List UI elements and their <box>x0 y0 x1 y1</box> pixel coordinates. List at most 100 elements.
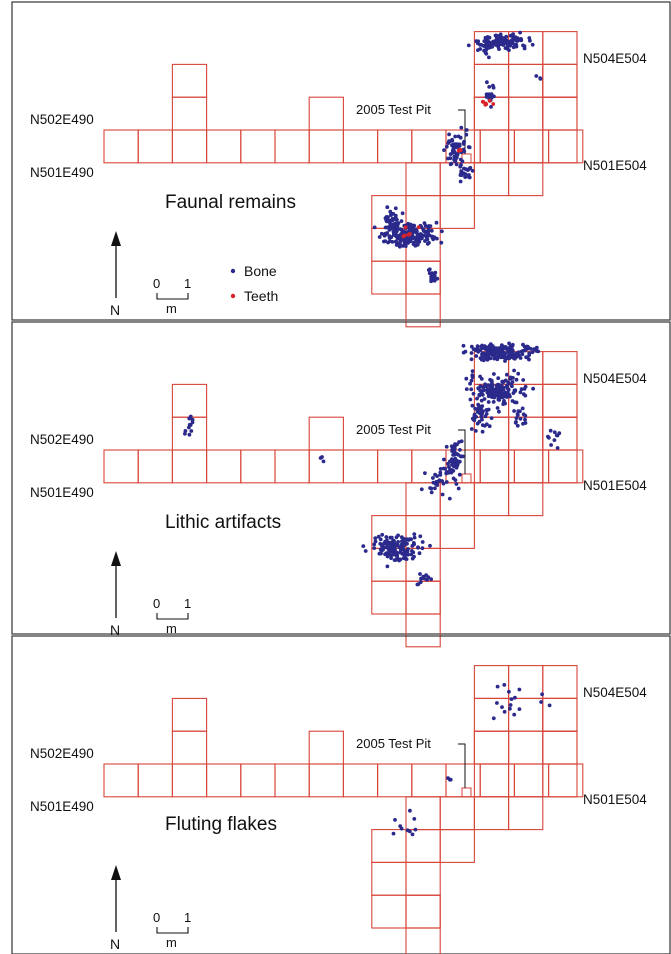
bone-point <box>405 235 410 240</box>
grid-unit <box>171 763 208 798</box>
lithic-artifact-point <box>418 572 422 576</box>
lithic-artifact-point <box>398 550 403 555</box>
lithic-artifact-point <box>384 540 389 545</box>
lithic-artifact-point <box>419 487 424 492</box>
bone-point <box>467 173 471 177</box>
bone-point <box>399 232 403 237</box>
bone-point <box>448 152 453 157</box>
bone-point <box>522 46 527 51</box>
lithic-artifact-point <box>479 377 484 381</box>
fluting-flake-point <box>502 709 507 714</box>
lithic-artifact-point <box>503 351 507 356</box>
bone-point <box>399 219 404 224</box>
grid-unit <box>473 162 510 197</box>
lithic-artifact-point <box>552 438 557 442</box>
lithic-artifact-point <box>420 546 425 551</box>
grid-unit <box>405 580 441 615</box>
fluting-flake-point <box>393 818 397 822</box>
grid-unit <box>377 763 413 798</box>
lithic-artifact-point <box>189 429 194 433</box>
grid-unit <box>508 96 544 131</box>
bone-point <box>494 35 499 40</box>
lithic-artifact-point <box>361 544 366 548</box>
grid-unit <box>473 129 510 164</box>
bone-point <box>514 44 518 49</box>
grid-unit <box>206 449 242 484</box>
grid-unit <box>342 763 379 798</box>
grid-unit <box>473 96 510 131</box>
north-arrow-icon <box>111 231 121 246</box>
lithic-artifact-point <box>429 577 433 581</box>
fluting-flake-point <box>547 703 552 708</box>
scale-one: 1 <box>184 276 191 291</box>
lithic-artifact-point <box>444 444 449 449</box>
grid-unit <box>171 129 208 164</box>
lithic-artifact-point <box>481 409 485 414</box>
lithic-artifact-point <box>385 554 390 559</box>
fluting-flake-point <box>413 827 418 832</box>
teeth-point <box>401 234 406 239</box>
scale-one: 1 <box>184 910 191 925</box>
lithic-artifact-point <box>188 414 193 419</box>
grid-unit <box>479 449 515 484</box>
grid-unit <box>206 763 242 798</box>
grid-unit <box>411 129 447 164</box>
bone-point <box>461 147 466 152</box>
bone-point <box>398 227 403 232</box>
lithic-artifact-point <box>496 386 501 391</box>
lithic-artifact-point <box>183 429 188 433</box>
lithic-artifact-point <box>492 356 497 361</box>
fluting-flake-point <box>540 692 544 697</box>
lithic-artifact-point <box>412 532 417 536</box>
lithic-artifact-point <box>469 387 474 392</box>
lithic-artifact-point <box>380 532 385 537</box>
grid-label-sw: N501E490 <box>30 799 94 814</box>
bone-point <box>466 43 471 48</box>
bone-point <box>458 135 463 140</box>
lithic-artifact-point <box>469 357 474 362</box>
lithic-artifact-point <box>506 350 511 354</box>
bone-point <box>478 47 483 51</box>
excavation-grid <box>103 31 584 328</box>
lithic-artifact-point <box>489 416 494 420</box>
lithic-artifact-point <box>482 397 487 401</box>
grid-unit <box>508 763 544 798</box>
lithic-artifact-point <box>527 351 532 356</box>
lithic-artifact-point <box>505 372 509 377</box>
grid-label-se: N501E504 <box>583 478 647 493</box>
bone-point <box>494 41 499 46</box>
lithic-artifact-point <box>479 357 484 362</box>
lithic-artifact-point <box>512 409 516 413</box>
scale-one: 1 <box>184 596 191 611</box>
lithic-artifact-point <box>450 462 454 467</box>
lithic-artifact-point <box>426 575 431 579</box>
grid-label-se: N501E504 <box>583 792 647 807</box>
fluting-flake-points <box>391 683 552 837</box>
north-label: N <box>110 622 120 638</box>
lithic-artifact-point <box>449 470 454 475</box>
lithic-artifact-point <box>486 354 491 359</box>
fluting-flake-point <box>517 687 522 692</box>
grid-unit <box>411 763 447 798</box>
teeth-point <box>487 98 492 103</box>
test-pit-square <box>461 787 472 798</box>
bone-point <box>484 51 489 56</box>
lithic-artifact-point <box>464 376 469 381</box>
lithic-artifact-point <box>505 355 509 360</box>
lithic-artifact-point <box>187 432 192 437</box>
bone-point <box>485 80 489 85</box>
grid-unit <box>240 449 276 484</box>
lithic-artifact-point <box>522 387 527 391</box>
lithic-artifact-point <box>497 383 502 387</box>
lithic-artifact-point <box>491 400 496 404</box>
bone-point <box>508 33 513 38</box>
test-pit-leader <box>458 109 466 154</box>
lithic-artifact-point <box>510 348 514 352</box>
scale-bar <box>156 613 189 620</box>
lithic-artifact-point <box>475 421 480 426</box>
legend-bone-label: Bone <box>244 263 277 279</box>
lithic-artifact-point <box>378 541 383 546</box>
lithic-artifact-point <box>487 424 492 429</box>
bone-point <box>497 47 501 51</box>
lithic-artifact-point <box>468 397 473 402</box>
